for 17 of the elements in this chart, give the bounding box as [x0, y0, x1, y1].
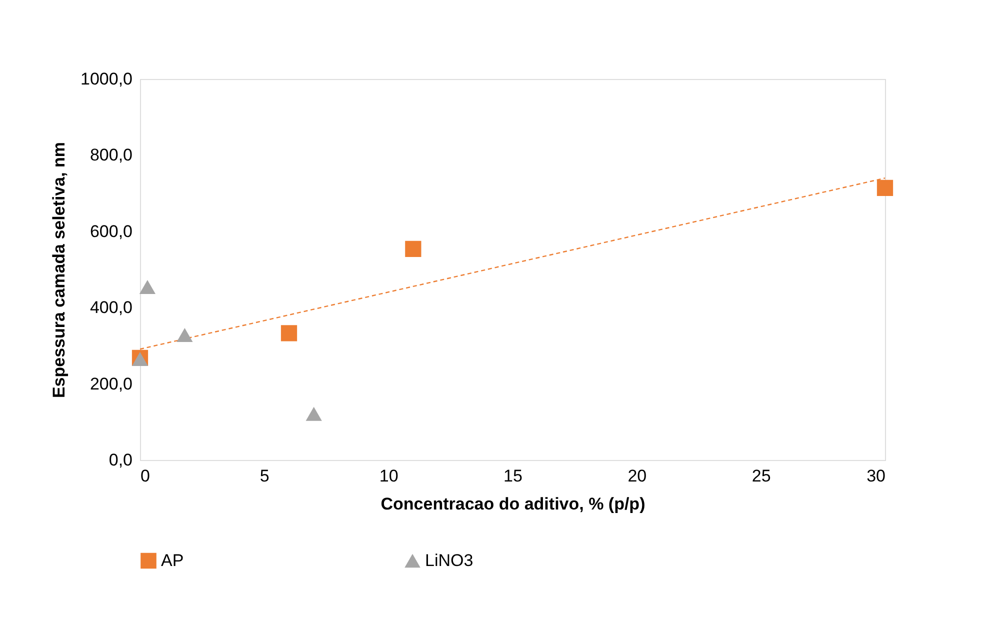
y-tick-label: 1000,0: [80, 70, 132, 88]
x-tick-label: 10: [379, 466, 398, 486]
x-tick-label: 20: [628, 466, 647, 486]
x-tick-label: 5: [260, 466, 270, 486]
y-axis-title: Espessura camada seletiva, nm: [50, 142, 69, 398]
y-tick-label: 400,0: [90, 298, 132, 318]
y-tick-label: 0,0: [108, 450, 132, 470]
legend-label: LiNO3: [425, 550, 474, 570]
legend-label: AP: [161, 550, 184, 570]
x-tick-label: 15: [504, 466, 522, 486]
x-tick-label: 0: [140, 466, 150, 486]
x-axis-title: Concentracao do aditivo, % (p/p): [380, 494, 646, 514]
y-tick-label: 200,0: [90, 374, 132, 394]
x-tick-label: 25: [752, 466, 771, 486]
y-tick-label: 600,0: [90, 222, 132, 241]
x-tick-label: 30: [866, 466, 886, 486]
y-tick-label: 800,0: [90, 146, 132, 165]
